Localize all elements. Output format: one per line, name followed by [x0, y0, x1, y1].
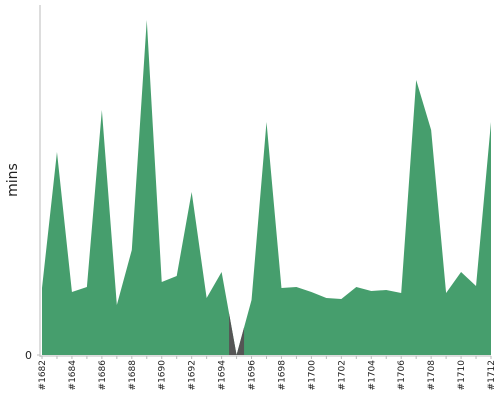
x-tick-label: #1690: [158, 360, 168, 391]
y-tick-label: 0: [25, 349, 32, 362]
x-tick-label: #1698: [277, 360, 287, 391]
x-tick-label: #1694: [218, 360, 228, 391]
x-tick-label: #1706: [397, 360, 407, 391]
x-tick-label: #1702: [337, 360, 347, 390]
x-tick-label: #1708: [427, 360, 437, 391]
area: [42, 20, 491, 355]
x-tick-label: #1688: [128, 360, 138, 391]
x-tick-label: #1684: [68, 360, 78, 391]
x-tick-label: #1692: [188, 360, 198, 390]
x-tick-label: #1712: [487, 360, 497, 390]
x-tick-label: #1710: [457, 360, 467, 391]
x-tick-label: #1686: [98, 360, 108, 391]
x-tick-label: #1696: [248, 360, 258, 391]
x-tick-label: #1704: [367, 360, 377, 391]
y-axis-label: mins: [5, 163, 21, 197]
x-tick-label: #1700: [307, 360, 317, 391]
x-tick-label: #1682: [38, 360, 48, 390]
failed-area: [229, 313, 245, 355]
